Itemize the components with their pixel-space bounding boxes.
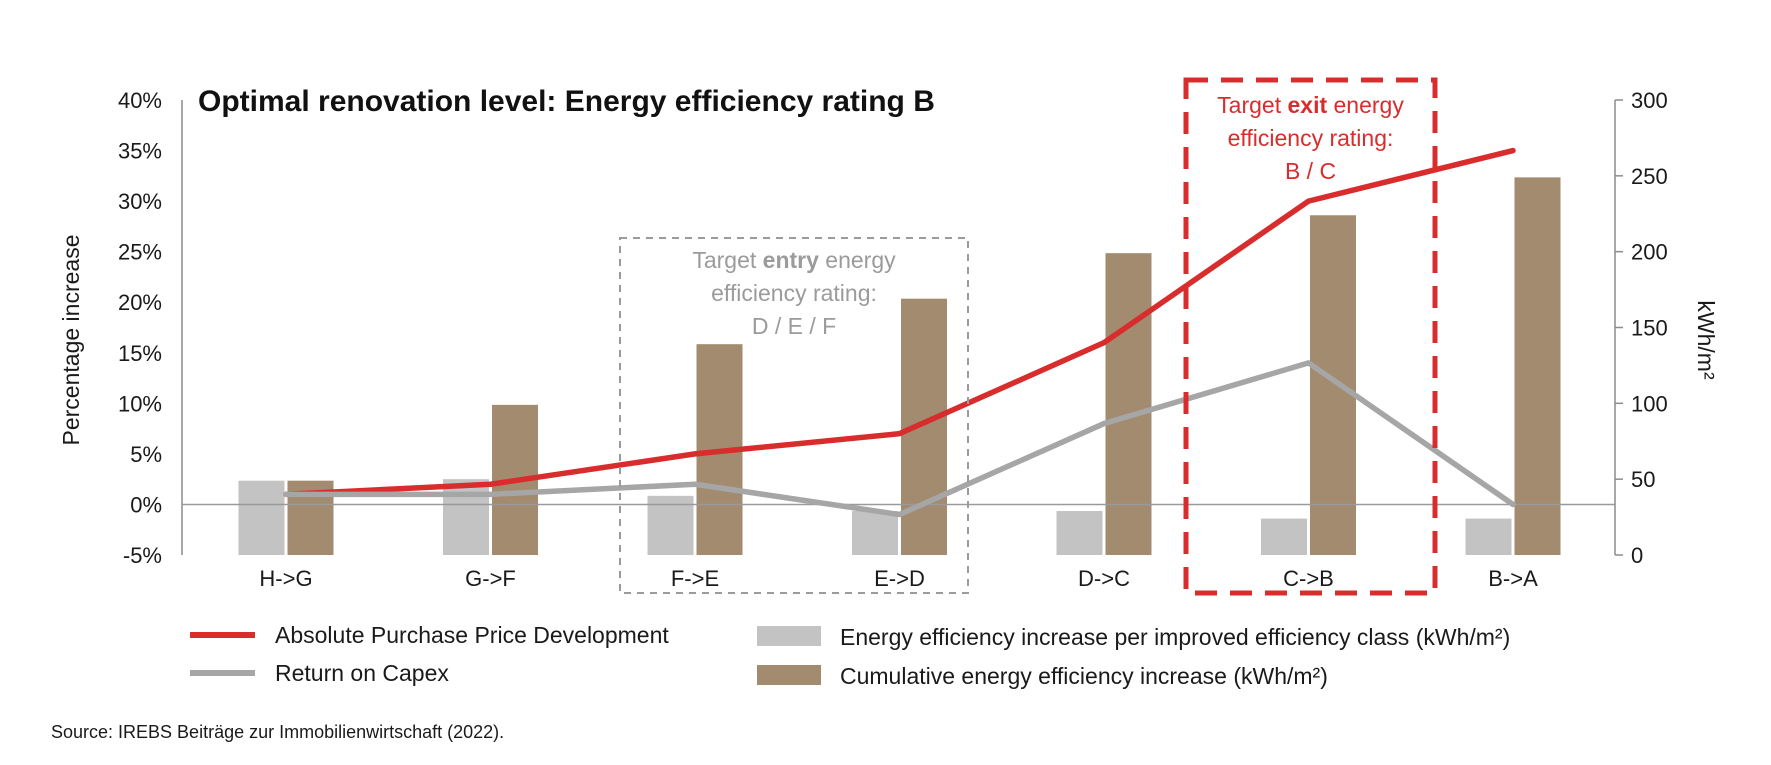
source-note: Source: IREBS Beiträge zur Immobilienwir…	[51, 722, 504, 742]
legend-label-capex: Return on Capex	[275, 660, 449, 686]
annotation-text-exit-line1: Target exit energy	[1217, 92, 1404, 118]
legend: Absolute Purchase Price Development Retu…	[190, 622, 1510, 689]
y-right-tick-label: 200	[1631, 240, 1668, 265]
axes-layer: 40% 35% 30% 25% 20% 15% 10% 5% 0% -5% 300 250 200 150…	[118, 88, 1668, 591]
bar-layer	[238, 177, 1561, 555]
y-left-tick-label: 40%	[118, 88, 162, 113]
annotation-text-entry-line3: D / E / F	[752, 313, 836, 339]
bar-cumulative-e-d	[901, 298, 947, 555]
y-left-tick-label: 0%	[130, 492, 162, 517]
annotation-box-exit	[1183, 77, 1438, 596]
y-left-tick-label: 20%	[118, 290, 162, 315]
line-layer	[283, 147, 1516, 518]
bar-per-class-h-g	[238, 480, 285, 555]
x-tick-label-g-f: G->F	[465, 566, 516, 591]
y-right-tick-label: 100	[1631, 391, 1668, 416]
x-tick-label-h-g: H->G	[259, 566, 312, 591]
y-left-tick-label: 30%	[118, 189, 162, 214]
y-right-tick-label: 300	[1631, 88, 1668, 113]
y-left-tick-label: 15%	[118, 341, 162, 366]
y-left-tick-label: 25%	[118, 240, 162, 265]
y-left-tick-label: -5%	[123, 543, 162, 568]
y-axis-left-label: Percentage increase	[58, 235, 84, 446]
annotation-layer: Target entry energy efficiency rating: D /…	[619, 77, 1438, 596]
x-tick-label-d-c: D->C	[1078, 566, 1130, 591]
bar-per-class-d-c	[1056, 511, 1103, 555]
bar-per-class-f-e	[647, 495, 694, 555]
bar-per-class-g-f	[443, 479, 489, 555]
bar-cumulative-b-a	[1514, 177, 1561, 555]
annotation-text-entry-line1: Target entry energy	[692, 247, 896, 273]
chart-title: Optimal renovation level: Energy efficie…	[198, 85, 935, 118]
y-left-tick-label: 10%	[118, 391, 162, 416]
y-left-tick-label: 5%	[130, 442, 162, 467]
legend-swatch-cumulative-bar	[757, 665, 821, 685]
bar-per-class-c-b	[1261, 518, 1307, 555]
legend-label-price: Absolute Purchase Price Development	[275, 622, 669, 648]
legend-label-per-class: Energy efficiency increase per improved …	[840, 624, 1510, 650]
y-right-tick-label: 150	[1631, 316, 1668, 341]
annotation-text-entry-line2: efficiency rating:	[711, 280, 877, 306]
bar-cumulative-d-c	[1105, 253, 1152, 555]
y-right-tick-label: 50	[1631, 467, 1655, 492]
x-tick-label-b-a: B->A	[1488, 566, 1538, 591]
legend-label-cumulative: Cumulative energy efficiency increase (k…	[840, 663, 1328, 689]
y-right-tick-label: 0	[1631, 543, 1643, 568]
y-right-tick-label: 250	[1631, 164, 1668, 189]
legend-swatch-per-class-bar	[757, 626, 821, 646]
y-left-tick-label: 35%	[118, 139, 162, 164]
x-tick-label-c-b: C->B	[1283, 566, 1334, 591]
x-tick-label-e-d: E->D	[874, 566, 925, 591]
annotation-text-exit-line2: efficiency rating:	[1228, 125, 1394, 151]
bar-cumulative-c-b	[1310, 215, 1356, 555]
annotation-box-entry	[619, 237, 969, 594]
annotation-text-exit-line3: B / C	[1285, 158, 1336, 184]
y-axis-right-label: kWh/m²	[1693, 300, 1719, 380]
bar-per-class-b-a	[1465, 518, 1512, 555]
x-tick-label-f-e: F->E	[671, 566, 719, 591]
bar-per-class-e-d	[852, 511, 898, 555]
